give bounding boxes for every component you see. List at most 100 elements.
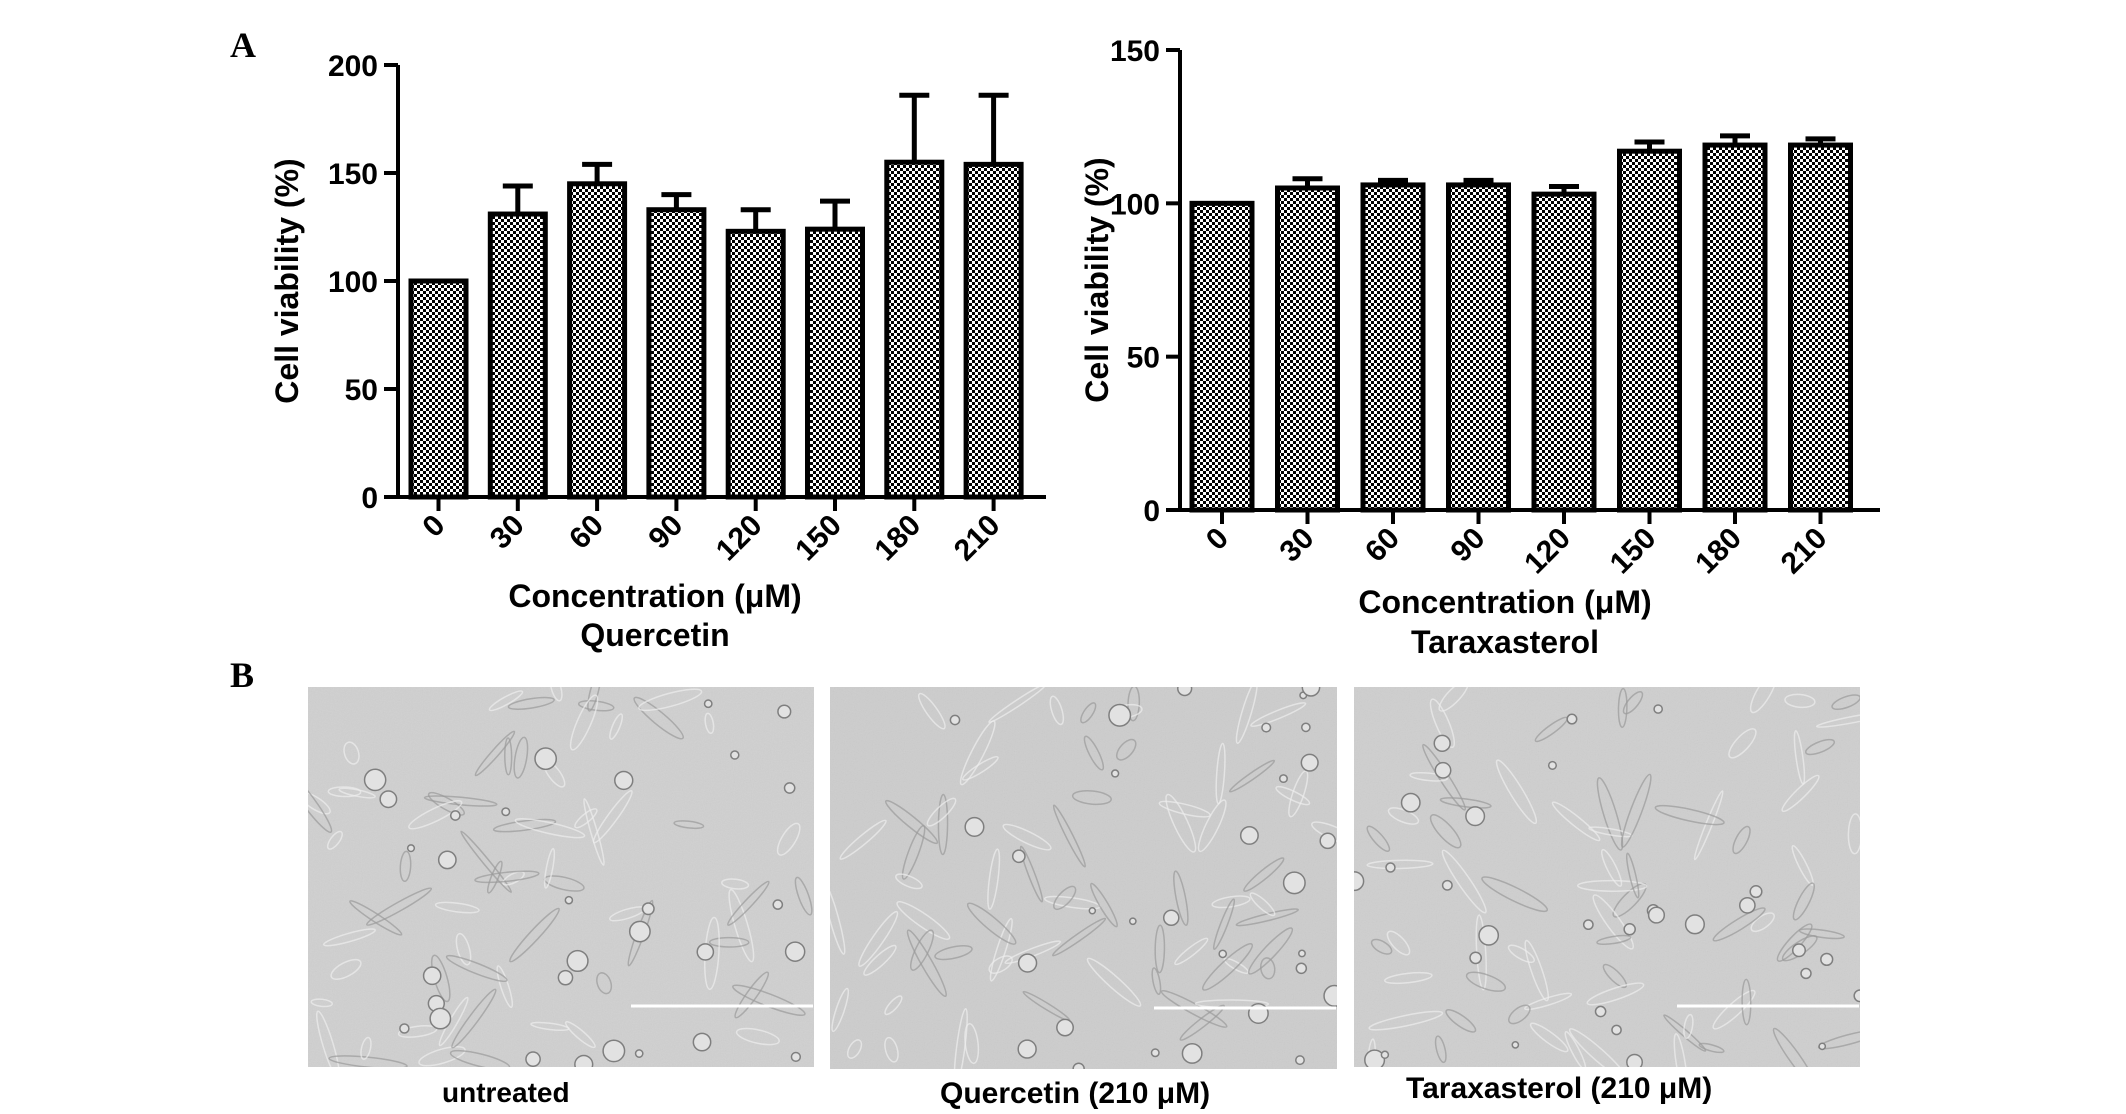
cell-process	[1749, 687, 1777, 714]
round-cell	[1301, 687, 1321, 697]
cell-process	[1481, 876, 1549, 913]
cell-process	[1441, 849, 1487, 914]
cell-process	[858, 910, 899, 967]
round-cell	[1684, 914, 1705, 935]
cell-process	[1728, 728, 1757, 759]
round-cell	[1108, 703, 1132, 727]
cell-process	[1596, 934, 1632, 946]
cell-process	[909, 929, 935, 971]
x-tick-label: 150	[1604, 522, 1663, 581]
round-cell	[501, 807, 511, 817]
round-cell	[1298, 949, 1306, 958]
cell-process	[509, 907, 560, 963]
y-tick-label: 50	[345, 374, 378, 407]
cell-process	[609, 713, 624, 740]
round-cell	[614, 770, 634, 791]
cell-process	[1243, 857, 1285, 892]
x-tick-label: 120	[710, 509, 769, 568]
cell-process	[839, 819, 887, 860]
cell-process	[408, 800, 463, 830]
round-cell	[1791, 943, 1806, 958]
round-cell	[557, 969, 574, 986]
round-cell	[772, 899, 784, 910]
round-cell	[1433, 734, 1451, 752]
round-cell	[730, 750, 740, 760]
cell-process	[1465, 971, 1507, 992]
cell-process	[1049, 695, 1065, 726]
cell-process	[863, 944, 897, 976]
round-cell	[1582, 919, 1594, 931]
round-cell	[1626, 1053, 1644, 1067]
cell-process	[1083, 735, 1105, 771]
x-tick-label: 180	[869, 509, 928, 568]
cell-process	[1438, 687, 1469, 712]
cell-process	[445, 954, 508, 983]
chart-1: 0 50 100 150 200 0 30 60 90 120 150 180 210 Cell viab…	[269, 50, 1046, 653]
cell-process	[399, 850, 412, 883]
x-tick-label: 90	[642, 509, 689, 556]
cell-process	[953, 1007, 968, 1069]
bar	[1531, 191, 1597, 513]
cell-process	[1625, 852, 1640, 899]
cell-process	[596, 972, 613, 995]
cell-process	[326, 830, 343, 850]
cell-process	[884, 799, 939, 845]
cell-process	[1053, 885, 1077, 911]
round-cell	[1820, 952, 1834, 967]
cell-process	[1524, 939, 1550, 1002]
cell-process	[1586, 982, 1645, 1006]
round-cell	[964, 816, 985, 837]
y-axis-label: Cell viability (%)	[1079, 157, 1115, 402]
cell-process	[1434, 1035, 1447, 1064]
caption-quercetin: Quercetin (210 μM)	[940, 1077, 1211, 1110]
cell-process	[455, 932, 472, 966]
micrograph-taraxasterol	[1354, 687, 1860, 1067]
round-cell	[1653, 704, 1664, 714]
cell-process	[901, 825, 926, 880]
caption-untreated: untreated	[442, 1077, 570, 1108]
round-cell	[1469, 951, 1482, 965]
y-tick-label: 0	[361, 482, 378, 515]
cell-process	[1090, 882, 1118, 928]
x-tick-label: 180	[1689, 522, 1748, 581]
round-cell	[1150, 1048, 1160, 1058]
grain	[1354, 687, 1860, 1067]
cell-process	[1366, 859, 1434, 870]
cell-process	[884, 995, 903, 1016]
cell-process	[1071, 790, 1112, 806]
cell-process	[1002, 823, 1052, 851]
cell-process	[1683, 1013, 1694, 1040]
cell-process	[1576, 879, 1648, 892]
round-cell	[790, 1051, 802, 1063]
round-cell	[525, 1051, 541, 1067]
round-cell	[429, 1007, 452, 1030]
cell-process	[1791, 844, 1814, 886]
cell-process	[308, 770, 333, 834]
cell-process	[583, 798, 605, 866]
cell-process	[530, 1021, 570, 1032]
cell-process	[1409, 771, 1449, 782]
cell-process	[830, 882, 846, 955]
cell-process	[1052, 804, 1087, 868]
bar	[1788, 142, 1853, 513]
cell-process	[1620, 773, 1652, 848]
cell-process	[966, 902, 1017, 945]
cell-process	[330, 958, 362, 980]
bar	[1617, 148, 1682, 513]
cell-process	[1617, 687, 1628, 729]
bar	[1189, 200, 1255, 513]
round-cell	[1364, 1049, 1386, 1067]
round-cell	[692, 1032, 712, 1052]
y-tick-label: 200	[328, 50, 378, 83]
cell-process	[1080, 702, 1097, 724]
y-tick-label: 100	[1110, 188, 1160, 221]
round-cell	[1323, 984, 1337, 1007]
round-cell	[1278, 774, 1288, 784]
cell-process	[1602, 963, 1628, 989]
cell-process	[895, 873, 923, 890]
cell-process	[1004, 940, 1062, 965]
cell-process	[1495, 759, 1538, 825]
cell-process	[1179, 1004, 1225, 1041]
round-cell	[1011, 849, 1026, 864]
cell-process	[1698, 1042, 1725, 1054]
